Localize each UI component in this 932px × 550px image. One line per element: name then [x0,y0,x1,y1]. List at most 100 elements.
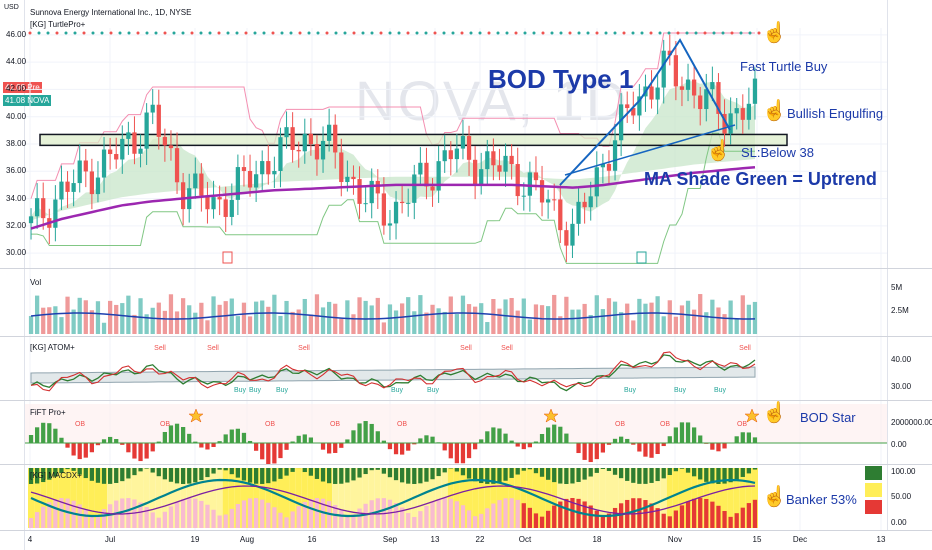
macd-bar [375,498,380,528]
macd-bar [679,505,685,528]
candle-body [582,201,587,208]
macd-bg [204,468,211,528]
macd-bar [345,515,350,528]
signal-dot [217,31,221,35]
macd-green-bar [521,468,526,471]
candle-body [272,170,277,175]
macd-green-bar [193,468,198,483]
candle-body [205,195,210,210]
macd-label[interactable]: [KG] MACDX+ [30,471,82,480]
volume-bar [497,308,502,334]
price-tick: 36.00 [6,166,27,176]
macd-green-bar [545,468,551,480]
volume-bar [570,309,575,334]
macd-bg [599,468,606,528]
candle-body [691,79,697,96]
candle-body [515,164,520,197]
fift-bar [509,440,514,443]
fift-ob-label: OB [330,421,340,428]
macd-bar [34,512,40,528]
atom-line-fast [30,354,756,392]
macd-bg [350,468,357,528]
macd-bar [59,498,64,528]
indicator-label[interactable]: [KG] TurtlePro+ [30,20,86,29]
fift-bar [150,443,155,452]
macd-bar [174,502,180,528]
macd-bg [167,468,174,528]
macd-bg [733,468,740,528]
volume-bar [369,305,374,334]
macd-green-bar [442,468,447,473]
macd-green-bar [357,468,362,478]
volume-bar [734,318,739,334]
volume-bar [345,300,350,334]
candle-body [424,162,429,187]
macd-bar [655,508,660,528]
candle-body [77,160,82,184]
volume-label[interactable]: Vol [30,278,42,287]
fift-bar [545,427,551,443]
volume-bar [101,322,107,334]
candle-body [485,151,490,170]
candle-body [156,104,161,137]
fift-bar [107,436,113,443]
macd-bg [405,468,412,528]
signal-dot [415,31,419,35]
signal-dot [703,31,707,35]
volume-bar [722,314,727,334]
macd-legend-green [865,466,882,480]
price-axis[interactable] [887,0,932,530]
candle-body [412,174,417,203]
macd-bg [216,468,223,528]
candle-body [34,198,40,217]
macd-bg [593,468,600,528]
macd-bg [642,468,649,528]
pane-separator[interactable] [0,336,932,337]
volume-bar [472,306,478,334]
macd-bg [88,468,95,528]
macd-green-bar [631,468,636,483]
signal-dot [289,31,293,35]
volume-bar [59,317,64,334]
signal-dot [82,31,86,35]
pane-separator[interactable] [0,464,932,465]
volume-bar [588,314,593,334]
macd-bg [685,468,692,528]
fift-bar [89,443,95,453]
candle-body [120,138,125,160]
volume-bar [114,304,119,334]
macd-bg [545,468,552,528]
macd-bg [271,468,278,528]
macd-bg [520,468,527,528]
fift-bar [746,432,752,443]
macd-green-bar [637,468,642,484]
macd-bg [654,468,661,528]
macd-bar [424,505,429,528]
vol-tick-5m: 5M [891,283,903,292]
time-tick: 19 [190,535,200,544]
signal-dot [208,31,212,35]
candle-body [65,181,70,192]
fift-bar [406,443,411,451]
macd-bar [272,507,277,528]
fift-bar [375,431,380,443]
fift-ob-label: OB [265,421,275,428]
volume-bar [485,322,490,334]
pane-separator[interactable] [0,268,932,269]
atom-label[interactable]: [KG] ATOM+ [30,343,75,352]
signal-dot [406,31,410,35]
macd-green-bar [326,468,332,484]
pane-separator[interactable] [0,400,932,401]
macd-bar [156,517,161,528]
fift-bar [740,432,745,443]
volume-bar [649,302,654,334]
macd-green-bar [278,468,283,479]
fift-bar [302,434,307,443]
macd-bar [454,501,460,528]
fift-label[interactable]: FiFT Pro+ [30,408,66,417]
macd-bar [217,515,222,528]
signal-dot [577,31,581,35]
macd-green-bar [53,468,58,477]
macd-bar [649,503,654,528]
